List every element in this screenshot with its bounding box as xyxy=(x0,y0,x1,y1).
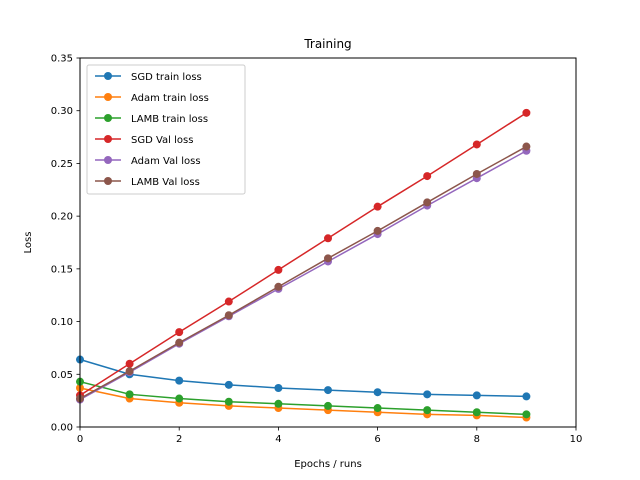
y-tick-label: 0.00 xyxy=(51,423,73,434)
y-tick-label: 0.10 xyxy=(51,317,73,328)
data-point xyxy=(274,399,283,408)
y-tick-label: 0.05 xyxy=(51,370,73,381)
series-lamb-val-loss xyxy=(76,142,531,403)
data-point xyxy=(373,388,382,397)
data-point xyxy=(373,404,382,413)
legend-marker xyxy=(104,177,112,185)
data-point xyxy=(522,108,531,117)
y-tick-label: 0.25 xyxy=(51,159,73,170)
data-point xyxy=(175,338,184,347)
series-line xyxy=(79,145,527,400)
legend: SGD train loss Adam train loss LAMB train … xyxy=(86,64,246,195)
legend-label: Adam train loss xyxy=(131,93,209,104)
legend-item: Adam train loss xyxy=(95,93,209,104)
data-point xyxy=(224,397,233,406)
series-line xyxy=(79,380,527,416)
data-point xyxy=(224,297,233,306)
legend-box xyxy=(86,64,246,195)
legend-label: SGD train loss xyxy=(131,72,202,83)
y-tick-label: 0.35 xyxy=(51,54,73,65)
legend-marker xyxy=(104,156,112,164)
data-point xyxy=(125,367,134,376)
data-point xyxy=(125,359,134,368)
x-tick-label: 6 xyxy=(374,434,380,445)
legend-item: SGD Val loss xyxy=(95,135,193,146)
y-axis-label: Loss xyxy=(23,232,34,254)
data-point xyxy=(522,392,531,401)
data-point xyxy=(324,386,332,395)
y-tick-label: 0.15 xyxy=(51,264,73,275)
data-point xyxy=(472,140,481,149)
data-point xyxy=(125,390,134,399)
data-point xyxy=(373,226,382,235)
x-axis-label: Epochs / runs xyxy=(294,459,362,470)
data-point xyxy=(224,311,233,320)
data-point xyxy=(423,198,432,207)
legend-marker xyxy=(104,72,112,80)
series-sgd-train-loss xyxy=(76,355,531,401)
series-line xyxy=(79,150,527,401)
data-point xyxy=(324,254,332,263)
data-point xyxy=(472,391,481,400)
chart-title: Training xyxy=(303,37,351,51)
legend-item: LAMB Val loss xyxy=(95,177,200,188)
data-point xyxy=(423,406,432,415)
data-point xyxy=(522,410,531,419)
data-point xyxy=(224,380,233,389)
x-tick-label: 8 xyxy=(474,434,480,445)
legend-marker xyxy=(104,135,112,143)
legend-label: Adam Val loss xyxy=(131,156,201,167)
x-tick-label: 2 xyxy=(176,434,182,445)
series-line xyxy=(79,112,527,397)
y-tick-label: 0.20 xyxy=(51,212,73,223)
data-point xyxy=(423,172,432,181)
series-lamb-train-loss xyxy=(76,377,531,419)
data-point xyxy=(274,282,283,291)
series-line xyxy=(79,358,527,398)
data-point xyxy=(175,376,184,385)
legend-label: LAMB train loss xyxy=(131,114,208,125)
x-tick-label: 10 xyxy=(570,434,583,445)
data-point xyxy=(373,202,382,211)
data-point xyxy=(274,383,283,392)
x-tick-label: 0 xyxy=(77,434,83,445)
data-point xyxy=(324,401,332,410)
legend-marker xyxy=(104,114,112,122)
legend-label: LAMB Val loss xyxy=(131,177,200,188)
x-tick-label: 4 xyxy=(275,434,281,445)
data-point xyxy=(522,142,531,151)
data-point xyxy=(175,328,184,337)
y-tick-label: 0.30 xyxy=(51,106,73,117)
legend-item: Adam Val loss xyxy=(95,156,201,167)
data-point xyxy=(274,265,283,274)
legend-marker xyxy=(104,93,112,101)
legend-label: SGD Val loss xyxy=(131,135,193,146)
legend-item: SGD train loss xyxy=(95,72,202,83)
data-point xyxy=(472,169,481,178)
data-point xyxy=(472,408,481,417)
data-point xyxy=(423,390,432,399)
series-sgd-val-loss xyxy=(76,108,531,400)
plot-frame xyxy=(79,57,577,428)
data-point xyxy=(175,394,184,403)
legend-item: LAMB train loss xyxy=(95,114,208,125)
series-line xyxy=(79,387,527,419)
data-point xyxy=(324,234,332,243)
